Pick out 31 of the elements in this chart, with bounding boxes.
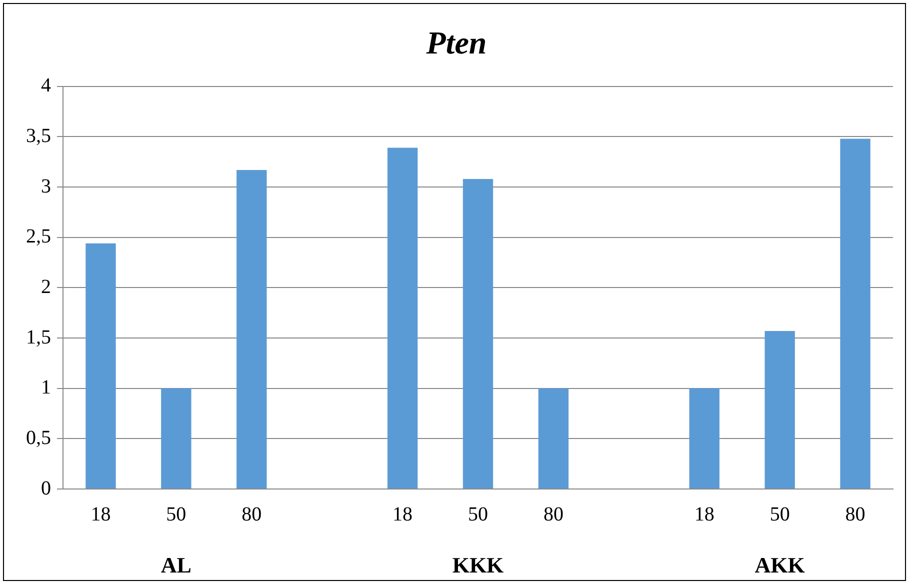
x-tick-label: 50 bbox=[468, 503, 488, 526]
bar bbox=[689, 388, 720, 488]
y-tick-label: 0,5 bbox=[26, 426, 51, 449]
x-tick-label: 18 bbox=[392, 503, 413, 526]
text: AKK bbox=[754, 552, 805, 578]
x-tick-label: 80 bbox=[543, 503, 564, 526]
text: AL bbox=[160, 552, 192, 578]
bar bbox=[840, 138, 870, 488]
bar bbox=[462, 179, 494, 488]
bar bbox=[764, 330, 795, 488]
y-tick-label: 3,5 bbox=[26, 124, 51, 147]
bar bbox=[387, 148, 418, 488]
y-tick-label: 1 bbox=[41, 376, 51, 399]
text: KKK bbox=[452, 552, 504, 578]
x-tick-label: 18 bbox=[90, 503, 111, 526]
bar bbox=[538, 388, 569, 488]
chart-title: Pten bbox=[425, 24, 487, 60]
x-tick-label: 50 bbox=[770, 503, 790, 526]
y-tick-label: 3 bbox=[41, 175, 51, 198]
x-tick-label: 18 bbox=[694, 503, 714, 526]
y-tick-label: 4 bbox=[41, 74, 51, 97]
bar bbox=[86, 243, 116, 488]
x-tick-label: 50 bbox=[166, 503, 186, 526]
x-tick-label: 80 bbox=[242, 503, 262, 526]
y-tick-label: 1,5 bbox=[26, 326, 51, 348]
y-tick-label: 0 bbox=[41, 477, 51, 500]
y-tick-label: 2,5 bbox=[26, 226, 51, 248]
bar bbox=[236, 170, 267, 488]
bar bbox=[161, 388, 192, 488]
x-tick-label: 80 bbox=[845, 503, 866, 526]
y-tick-label: 2 bbox=[41, 276, 51, 298]
